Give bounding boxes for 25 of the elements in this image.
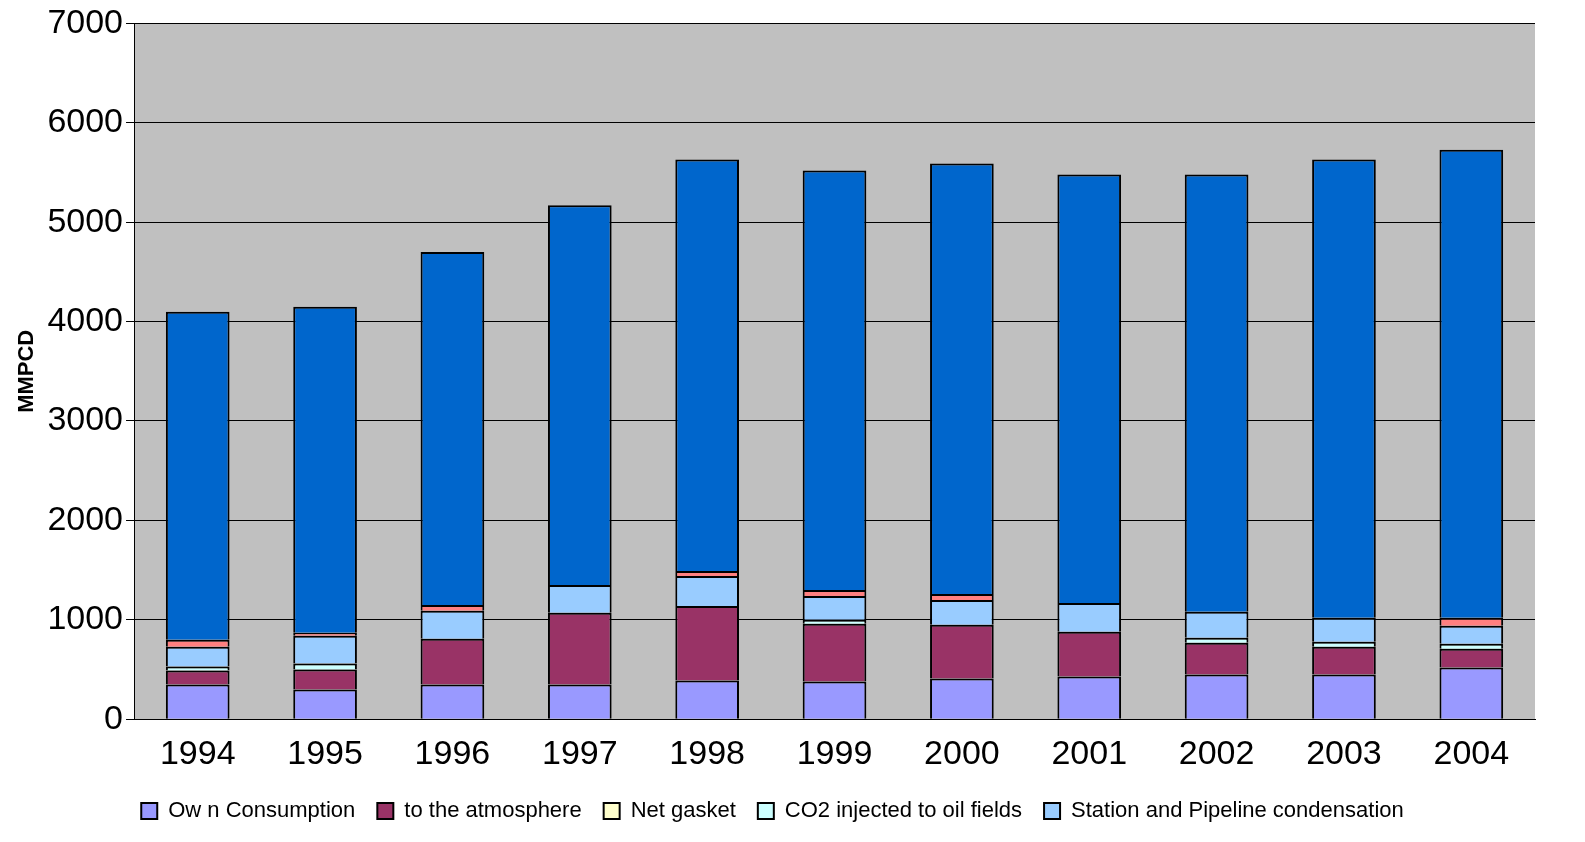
legend-label: CO2 injected to oil fields [784,797,1023,823]
y-tick-label: 2000 [47,498,124,537]
x-tick-label: 2003 [1306,732,1382,771]
x-tick-label: 1996 [414,732,491,771]
legend-label: Ow n Consumption [168,797,356,823]
y-tick-label: 4000 [47,299,124,338]
x-tick-label: 1994 [159,732,236,771]
y-tick-label: 7000 [47,1,124,40]
y-axis-title: MMPCD [13,329,39,413]
x-tick-label: 2002 [1178,732,1255,771]
x-tick-label: 1998 [669,732,745,771]
legend-label: to the atmosphere [404,797,582,823]
legend-label: Station and Pipeline condensation [1071,797,1404,823]
y-tick-label: 5000 [47,200,124,239]
x-tick-label: 2000 [924,732,1000,771]
y-tick-label: 0 [104,697,124,736]
x-tick-label: 1995 [287,732,363,771]
legend-label: Net gasket [630,797,736,823]
x-tick-label: 2001 [1051,732,1128,771]
x-tick-label: 1997 [541,732,618,771]
y-tick-label: 6000 [47,101,124,140]
y-tick-label: 1000 [47,598,124,637]
y-tick-label: 3000 [47,399,124,438]
x-tick-label: 1999 [796,732,873,771]
x-tick-label: 2004 [1433,732,1510,771]
